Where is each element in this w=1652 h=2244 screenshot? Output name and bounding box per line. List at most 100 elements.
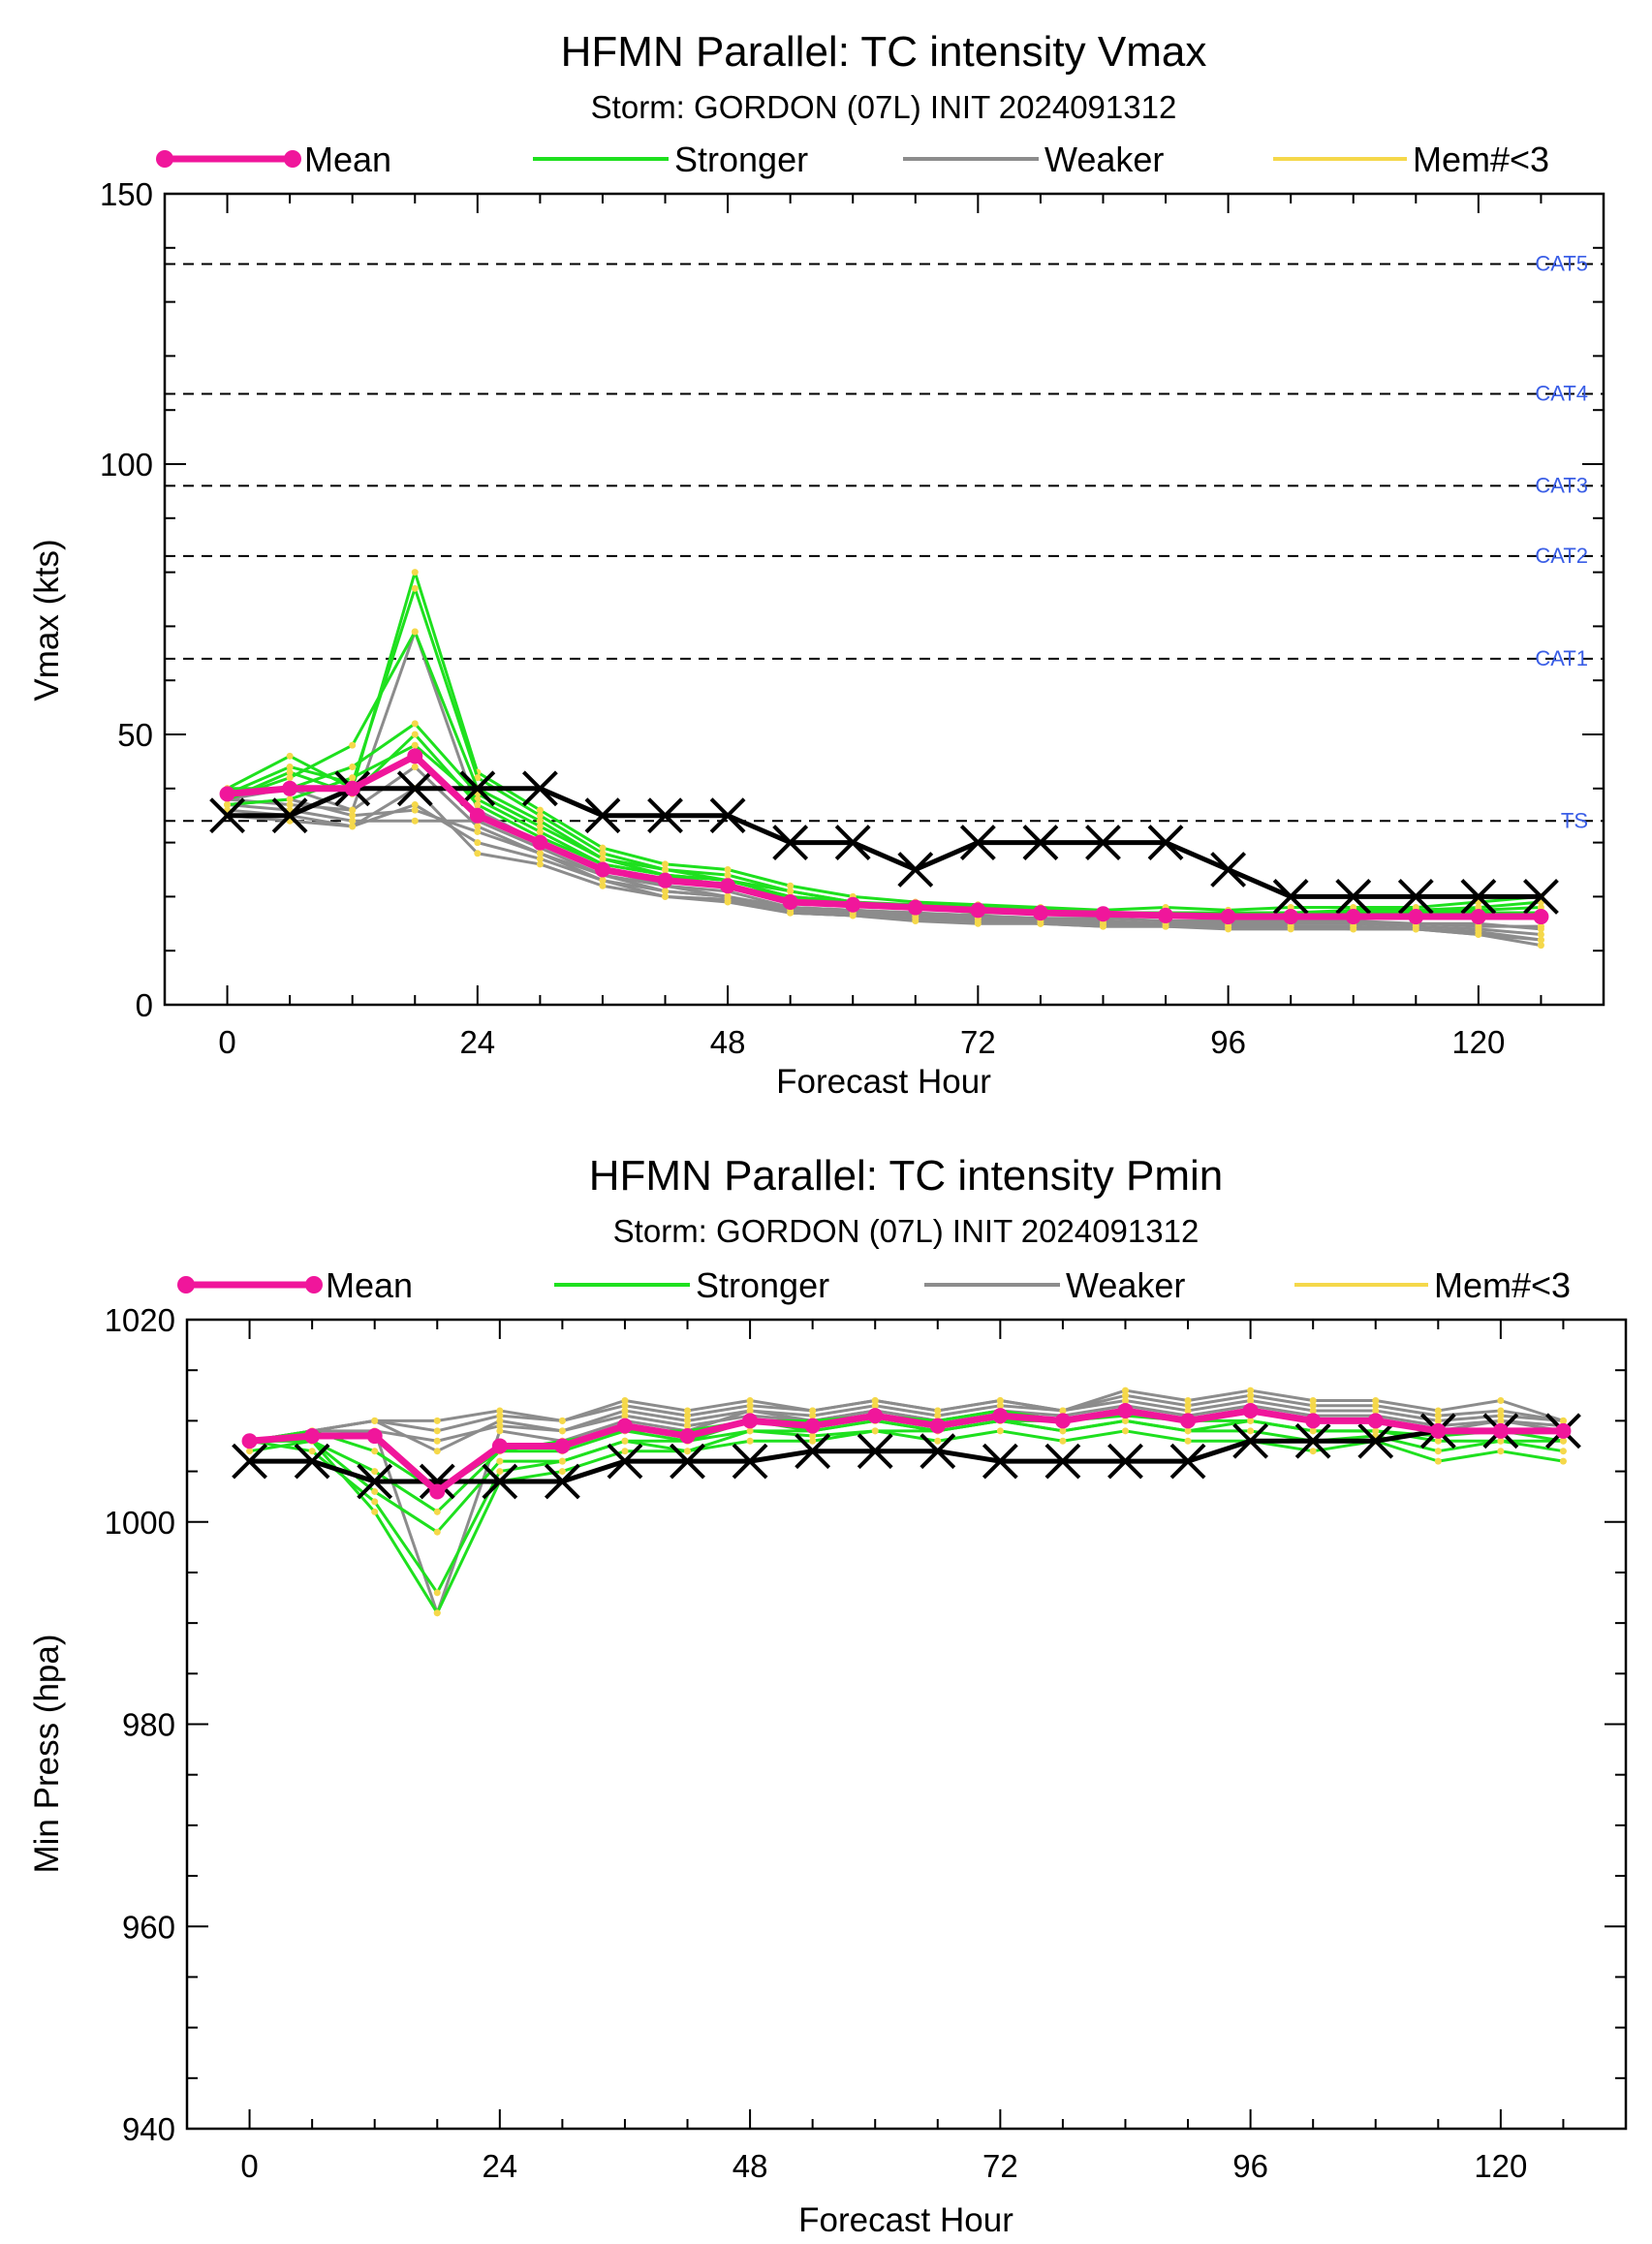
stronger-member-line: [227, 630, 1542, 915]
stronger-member-point: [599, 850, 607, 857]
mean-point: [657, 872, 673, 888]
weaker-member-point: [496, 1407, 504, 1415]
mean-point: [407, 748, 423, 764]
stronger-member-point: [536, 817, 544, 825]
weaker-member-point: [621, 1402, 629, 1410]
best-track-marker: [1523, 878, 1559, 915]
x-tick-label: 96: [1232, 2148, 1268, 2184]
best-track-marker: [584, 797, 621, 834]
stronger-member-point: [308, 1448, 316, 1455]
y-tick-label: 0: [136, 987, 153, 1023]
legend-label-weaker: Weaker: [1044, 140, 1164, 179]
mean-point: [1367, 1413, 1384, 1429]
mean-point: [1095, 906, 1111, 922]
weaker-member-point: [1309, 1407, 1317, 1415]
stronger-member-point: [1184, 1427, 1192, 1435]
stronger-member-point: [1434, 1448, 1442, 1455]
stronger-member-point: [1059, 1437, 1067, 1445]
weaker-member-point: [411, 817, 419, 825]
stronger-member-line: [226, 586, 1542, 915]
weaker-member-point: [974, 919, 982, 927]
stronger-member-point: [349, 741, 357, 749]
best-track-marker: [1232, 1422, 1269, 1459]
weaker-member-point: [996, 1402, 1004, 1410]
best-track-marker: [959, 825, 996, 861]
weaker-member-point: [621, 1397, 629, 1404]
best-track-marker: [1397, 878, 1434, 915]
weaker-member-point: [474, 827, 482, 835]
weaker-member-point: [536, 855, 544, 862]
stronger-member-point: [411, 720, 419, 728]
weaker-member-point: [474, 850, 482, 857]
weaker-member-point: [1372, 1407, 1380, 1415]
mean-point: [929, 1418, 946, 1434]
stronger-member-point: [496, 1457, 504, 1465]
weaker-member-point: [684, 1417, 692, 1424]
mean-point: [1242, 1402, 1259, 1418]
mean-point: [366, 1428, 383, 1445]
legend-label-few-members: Mem#<3: [1413, 140, 1549, 179]
stronger-member-line: [227, 743, 1542, 918]
y-tick-label: 940: [122, 2111, 175, 2147]
stronger-member-point: [1121, 1417, 1129, 1424]
weaker-member-point: [349, 823, 357, 830]
stronger-member-point: [1559, 1437, 1567, 1445]
stronger-member-point: [474, 774, 482, 782]
stronger-member-point: [1059, 1427, 1067, 1435]
weaker-member-point: [496, 1422, 504, 1430]
y-tick-label: 1000: [105, 1505, 175, 1541]
legend-label-mean: Mean: [326, 1265, 413, 1305]
weaker-member-point: [934, 1412, 942, 1419]
reference-label: TS: [1561, 808, 1588, 832]
reference-label: CAT5: [1535, 252, 1588, 276]
best-track-marker: [1085, 825, 1121, 861]
weaker-member-point: [1099, 922, 1107, 930]
chart-subtitle: Storm: GORDON (07L) INIT 2024091312: [591, 89, 1177, 125]
mean-point: [1283, 909, 1299, 925]
stronger-member-point: [536, 812, 544, 820]
weaker-member-point: [849, 912, 857, 919]
x-tick-label: 120: [1474, 2148, 1527, 2184]
mean-line: [249, 1407, 1564, 1495]
y-tick-label: 960: [122, 1909, 175, 1945]
weaker-member-point: [1434, 1412, 1442, 1419]
weaker-member-point: [684, 1412, 692, 1419]
weaker-member-point: [474, 839, 482, 847]
weaker-member-point: [1537, 942, 1544, 950]
stronger-member-point: [371, 1468, 379, 1476]
weaker-member-point: [1184, 1407, 1192, 1415]
weaker-member-point: [912, 918, 920, 925]
weaker-member-point: [496, 1417, 504, 1424]
best-track-marker: [709, 797, 746, 834]
best-track-line: [227, 786, 1542, 899]
legend-label-weaker: Weaker: [1066, 1265, 1185, 1305]
y-axis-label: Min Press (hpa): [28, 1634, 66, 1873]
legend-label-stronger: Stronger: [696, 1265, 829, 1305]
best-track-line: [249, 1428, 1564, 1484]
stronger-member-point: [371, 1487, 379, 1495]
stronger-member-point: [411, 731, 419, 738]
weaker-member-point: [1497, 1397, 1505, 1404]
mean-point: [867, 1408, 884, 1424]
stronger-member-point: [809, 1437, 817, 1445]
weaker-member-point: [1434, 1417, 1442, 1424]
stronger-member-point: [433, 1589, 441, 1597]
stronger-member-point: [536, 823, 544, 830]
legend: Mean Stronger Weaker Mem#<3: [177, 1265, 1571, 1305]
weaker-member-point: [724, 892, 732, 900]
stronger-member-line: [249, 1429, 1564, 1615]
stronger-member-point: [1497, 1437, 1505, 1445]
mean-point: [532, 834, 548, 851]
stronger-member-point: [1434, 1437, 1442, 1445]
chart-title: HFMN Parallel: TC intensity Vmax: [561, 28, 1207, 76]
legend: Mean Stronger Weaker Mem#<3: [156, 140, 1549, 179]
best-track-marker: [271, 797, 308, 834]
weaker-member-point: [1247, 1391, 1255, 1399]
reference-label: CAT1: [1535, 646, 1588, 670]
weaker-member-point: [746, 1402, 754, 1410]
weaker-member-point: [1247, 1387, 1255, 1394]
weaker-member-point: [621, 1407, 629, 1415]
best-track-marker: [1294, 1422, 1331, 1459]
best-track-marker: [920, 1433, 956, 1470]
stronger-member-point: [746, 1427, 754, 1435]
